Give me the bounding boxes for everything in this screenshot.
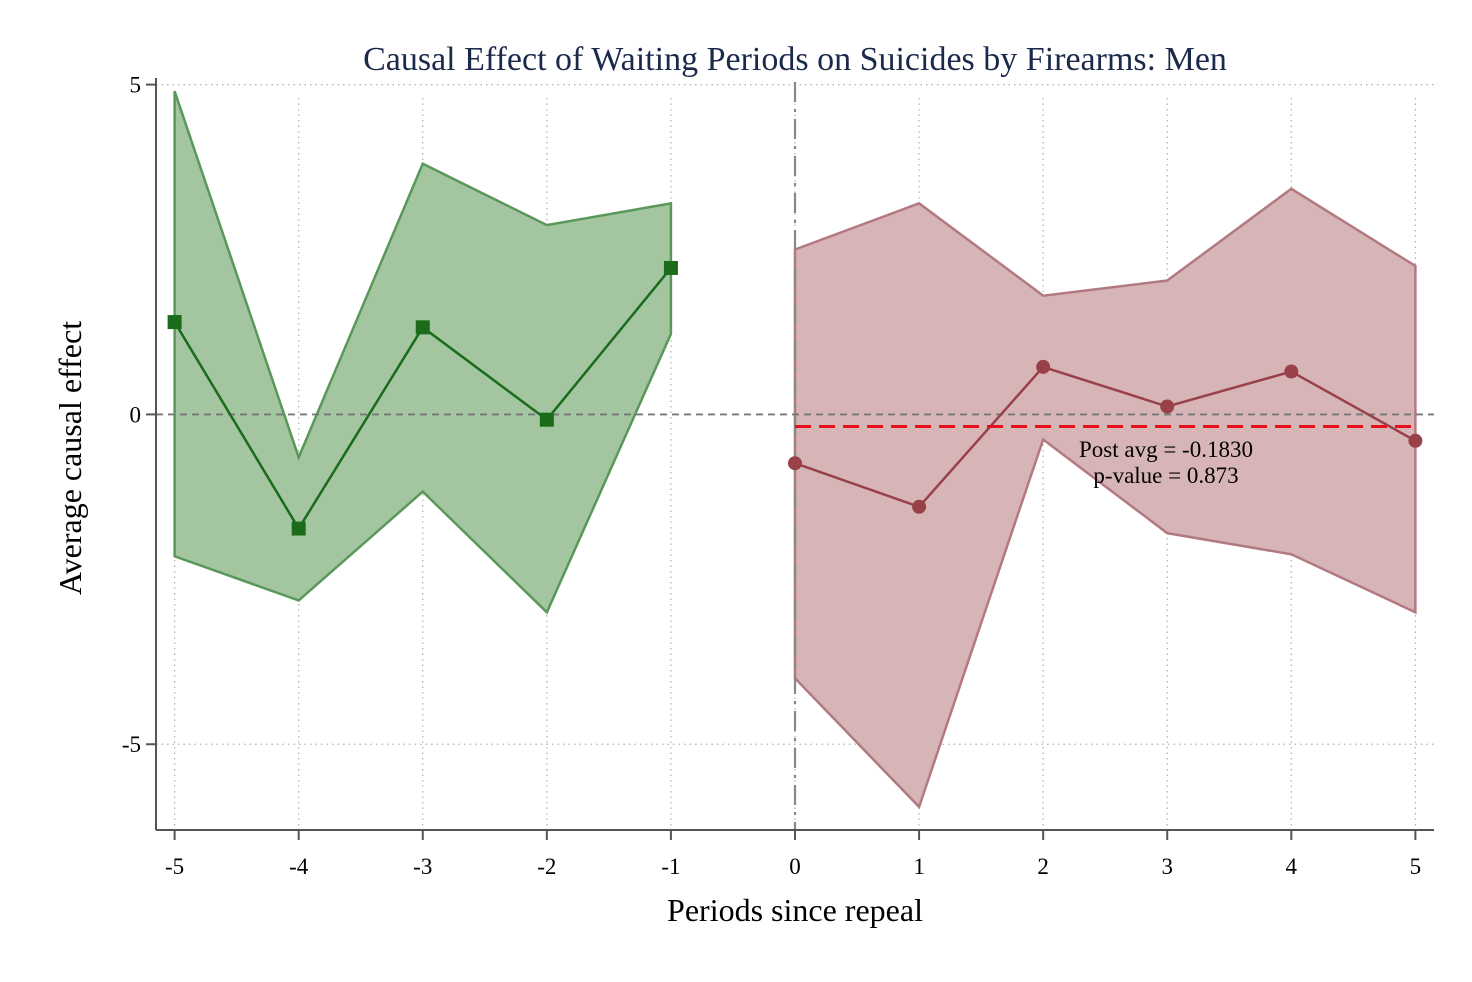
x-tick-label: 4 [1286,854,1298,879]
confidence-bands [173,90,1417,810]
y-axis-title: Average causal effect [52,321,88,595]
series-lines [167,260,1423,536]
ticks: -5 -4 -3 -2 -1 0 1 2 3 4 5 5 0 -5 [122,73,1421,879]
x-tick-label: -2 [537,854,556,879]
y-tick-label: 5 [130,73,142,98]
reference-lines [156,82,1434,830]
x-tick-label: 3 [1161,854,1173,879]
data-point [415,320,430,335]
p-value-annotation: p-value = 0.873 [1093,463,1238,488]
x-tick-label: -4 [289,854,309,879]
x-tick-label: 1 [913,854,925,879]
x-tick-label: 2 [1037,854,1049,879]
data-point [291,521,306,536]
data-point [663,260,678,275]
data-point [1408,433,1423,448]
data-point [539,412,554,427]
data-point [788,456,802,471]
x-tick-label: -5 [165,854,184,879]
data-point [1160,399,1175,414]
data-point [167,315,182,330]
series-line-2 [794,365,1416,509]
data-point [912,499,927,514]
post-average-annotation: Post avg = -0.1830 [1079,437,1253,462]
y-tick-label: 0 [130,402,142,427]
x-axis-title: Periods since repeal [667,892,923,928]
x-tick-label: 5 [1410,854,1422,879]
data-point [1036,359,1051,374]
chart-title: Causal Effect of Waiting Periods on Suic… [363,41,1227,78]
y-tick-label: -5 [122,732,141,757]
x-tick-label: 0 [789,854,801,879]
x-tick-label: -1 [661,854,680,879]
confidence-band-2 [793,187,1417,810]
confidence-band-1 [173,90,673,615]
data-point [1284,364,1299,379]
x-tick-label: -3 [413,854,432,879]
